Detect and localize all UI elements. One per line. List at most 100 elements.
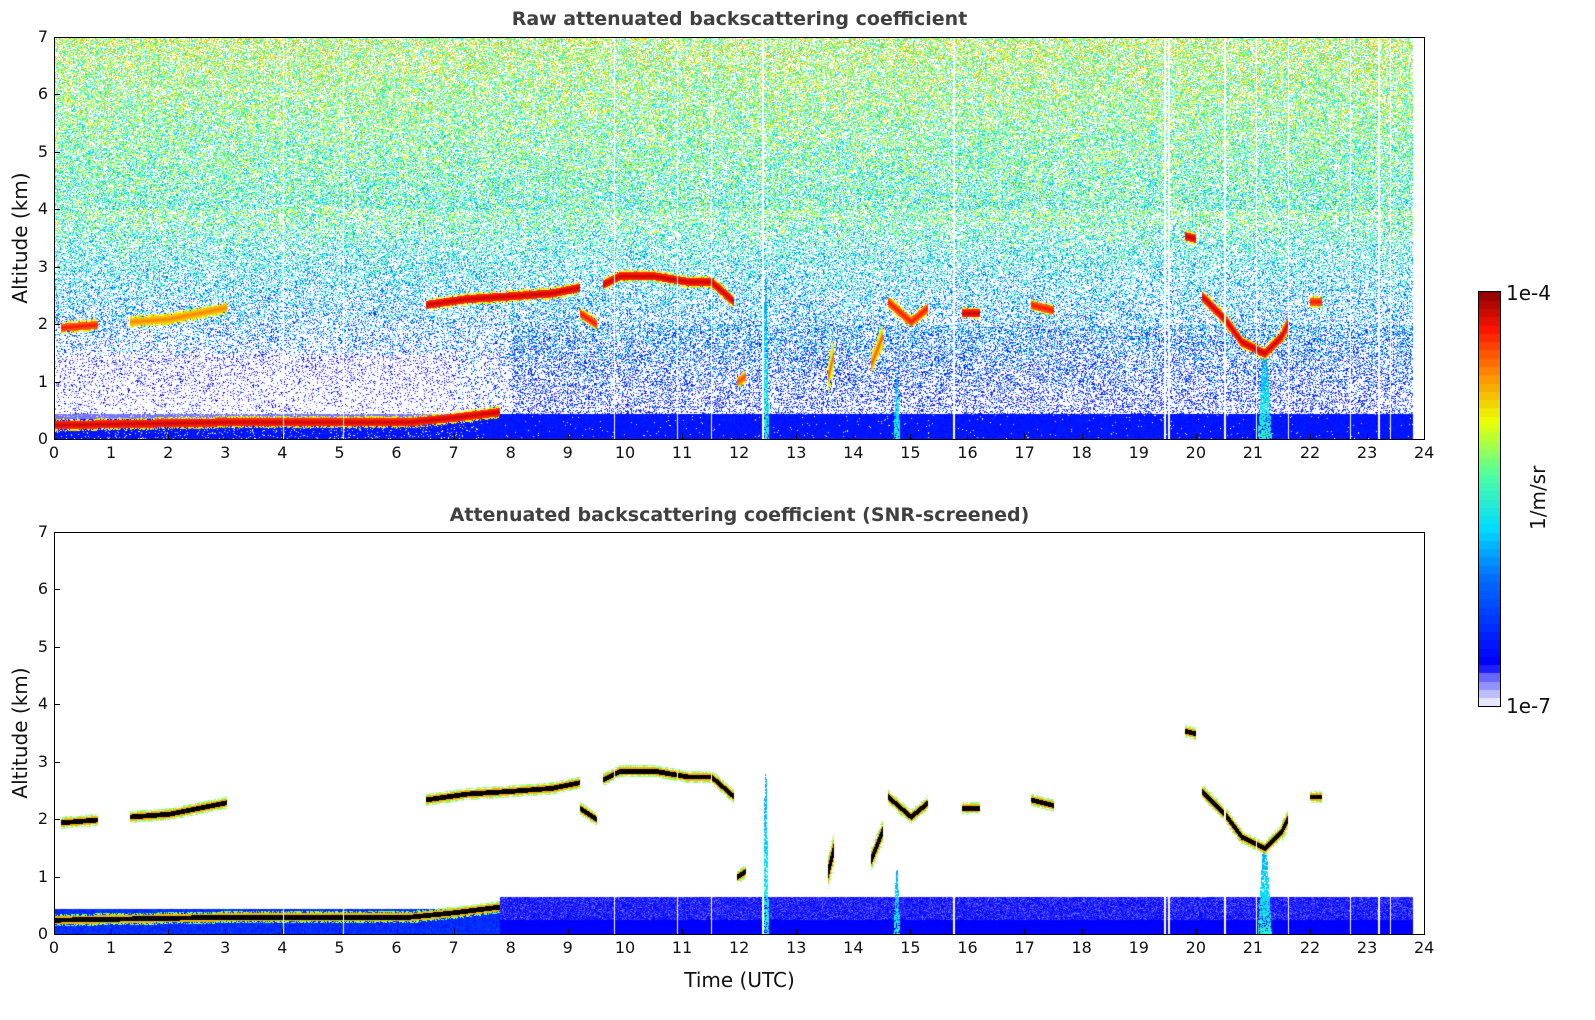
x-tick-mark — [681, 929, 683, 935]
x-tick-label: 19 — [1128, 938, 1149, 957]
y-tick-mark — [54, 37, 60, 38]
y-tick-mark — [54, 94, 60, 96]
x-tick-label: 5 — [334, 938, 345, 957]
raw-backscatter-heatmap — [55, 38, 1424, 439]
x-tick-mark — [1138, 434, 1140, 440]
x-tick-label: 14 — [843, 938, 864, 957]
x-tick-label: 21 — [1242, 938, 1264, 957]
y-tick-mark — [54, 151, 60, 153]
x-tick-mark — [339, 929, 341, 935]
y-tick-mark — [54, 324, 60, 326]
x-tick-label: 1 — [105, 443, 117, 462]
x-tick-label: 16 — [957, 938, 978, 957]
x-axis-label: Time (UTC) — [684, 968, 795, 992]
y-tick-mark — [54, 934, 60, 935]
x-tick-label: 11 — [671, 938, 693, 957]
x-tick-mark — [54, 929, 55, 935]
x-tick-label: 9 — [562, 443, 573, 462]
x-tick-mark — [853, 434, 855, 440]
x-tick-label: 24 — [1414, 938, 1435, 957]
colorbar-unit-label: 1/m/sr — [1526, 465, 1550, 530]
y-tick-label: 4 — [37, 694, 48, 714]
y-tick-mark — [54, 209, 60, 211]
x-tick-mark — [853, 929, 855, 935]
x-tick-label: 13 — [786, 938, 807, 957]
y-tick-mark — [54, 704, 60, 706]
x-tick-mark — [1366, 929, 1368, 935]
x-tick-mark — [1252, 434, 1254, 440]
y-tick-label: 2 — [37, 314, 48, 334]
x-tick-mark — [1424, 929, 1425, 935]
y-tick-label: 3 — [37, 751, 48, 771]
x-tick-mark — [1252, 929, 1254, 935]
x-tick-label: 7 — [448, 938, 459, 957]
y-tick-mark — [54, 266, 60, 268]
x-tick-label: 10 — [614, 443, 636, 462]
y-tick-mark — [54, 439, 60, 440]
x-tick-mark — [453, 434, 455, 440]
y-tick-mark — [54, 819, 60, 821]
y-tick-label: 1 — [37, 866, 48, 886]
x-tick-label: 13 — [786, 443, 807, 462]
x-tick-mark — [1309, 434, 1311, 440]
x-tick-mark — [1024, 434, 1026, 440]
x-tick-mark — [1195, 929, 1197, 935]
x-tick-label: 3 — [220, 938, 231, 957]
x-tick-label: 6 — [391, 443, 402, 462]
x-tick-label: 15 — [900, 443, 921, 462]
x-tick-label: 0 — [48, 443, 60, 462]
x-tick-mark — [1424, 434, 1425, 440]
y-tick-label: 6 — [37, 579, 48, 599]
x-tick-label: 2 — [163, 443, 174, 462]
x-tick-mark — [111, 434, 113, 440]
x-tick-mark — [396, 929, 398, 935]
x-tick-mark — [967, 929, 969, 935]
x-tick-label: 21 — [1242, 443, 1264, 462]
x-tick-mark — [1195, 434, 1197, 440]
raw-backscatter-plot — [54, 37, 1425, 440]
x-tick-label: 9 — [562, 938, 573, 957]
x-tick-mark — [567, 434, 569, 440]
colorbar-max-label: 1e-4 — [1506, 281, 1551, 305]
top-y-axis-label: Altitude (km) — [8, 172, 32, 304]
y-tick-mark — [54, 876, 60, 878]
x-tick-mark — [510, 929, 512, 935]
y-tick-label: 3 — [37, 256, 48, 276]
x-tick-mark — [967, 434, 969, 440]
x-tick-label: 14 — [843, 443, 864, 462]
y-tick-label: 7 — [37, 27, 48, 46]
x-tick-label: 22 — [1299, 938, 1321, 957]
x-tick-label: 5 — [334, 443, 345, 462]
x-tick-mark — [567, 929, 569, 935]
y-tick-label: 0 — [37, 429, 48, 448]
x-tick-label: 20 — [1185, 938, 1207, 957]
x-tick-label: 6 — [391, 938, 402, 957]
y-tick-label: 7 — [37, 522, 48, 541]
y-tick-label: 2 — [37, 809, 48, 829]
x-tick-label: 17 — [1014, 938, 1035, 957]
x-tick-mark — [453, 929, 455, 935]
x-tick-label: 2 — [163, 938, 174, 957]
x-tick-label: 0 — [48, 938, 60, 957]
x-tick-mark — [168, 434, 170, 440]
x-tick-mark — [910, 434, 912, 440]
x-tick-mark — [54, 434, 55, 440]
x-tick-mark — [681, 434, 683, 440]
x-tick-mark — [282, 434, 284, 440]
y-tick-label: 5 — [37, 141, 48, 161]
x-tick-mark — [339, 434, 341, 440]
colorbar — [1478, 291, 1501, 707]
top-chart-title: Raw attenuated backscattering coefficien… — [511, 8, 968, 30]
x-tick-mark — [1366, 434, 1368, 440]
x-tick-label: 18 — [1071, 443, 1092, 462]
x-tick-label: 8 — [505, 938, 516, 957]
x-tick-mark — [796, 929, 798, 935]
x-tick-label: 20 — [1185, 443, 1207, 462]
y-tick-mark — [54, 646, 60, 648]
x-tick-mark — [282, 929, 284, 935]
x-tick-mark — [910, 929, 912, 935]
x-tick-label: 23 — [1356, 443, 1378, 462]
x-tick-mark — [111, 929, 113, 935]
y-tick-label: 5 — [37, 636, 48, 656]
y-tick-label: 4 — [37, 199, 48, 219]
